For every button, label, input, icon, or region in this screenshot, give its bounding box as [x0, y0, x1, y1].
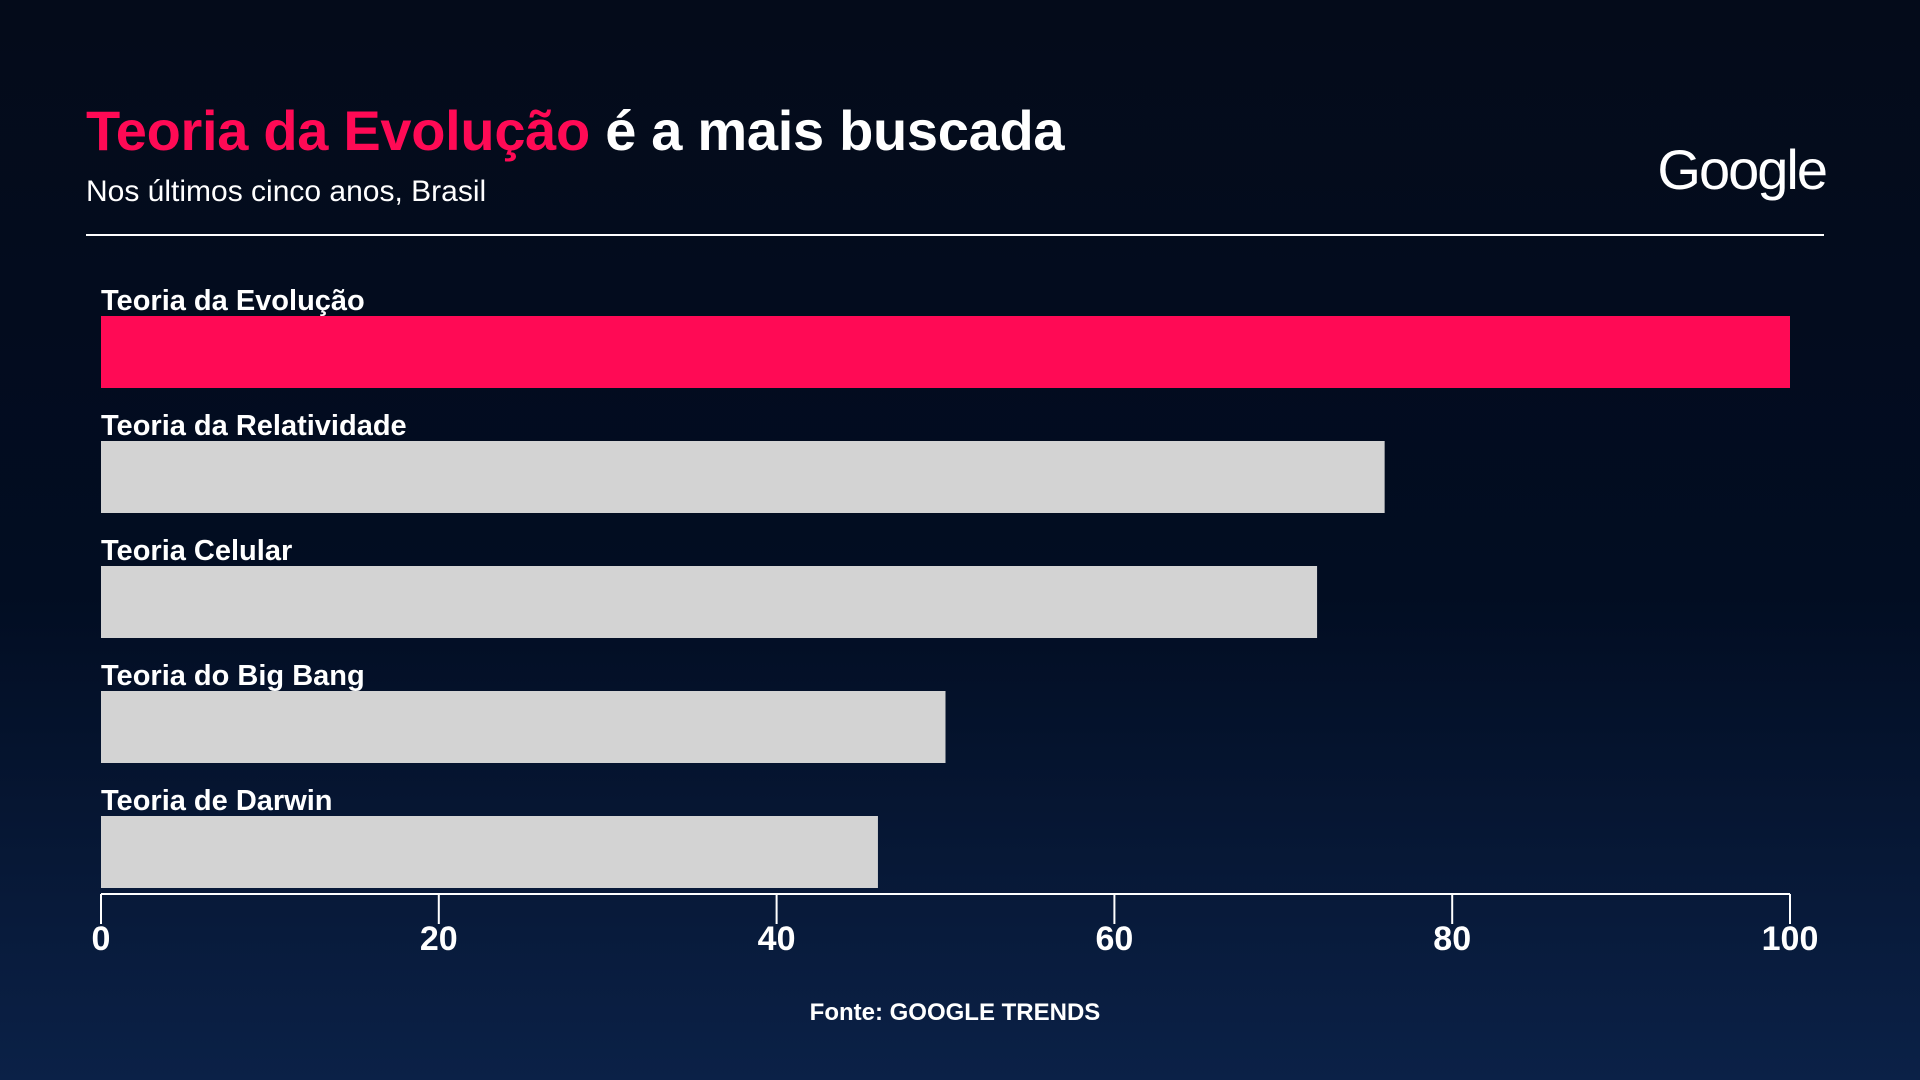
bar: [101, 316, 1790, 388]
bar: [101, 566, 1318, 638]
bar: [101, 816, 878, 888]
chart-title: Teoria da Evolução é a mais buscada: [86, 96, 1065, 166]
bar-chart: Teoria da Evolução Teoria da Relatividade…: [92, 285, 1819, 958]
bar: [101, 441, 1385, 513]
category-label: Teoria de Darwin: [101, 785, 333, 817]
x-tick-label: 0: [92, 920, 111, 958]
x-tick-label: 20: [420, 920, 458, 958]
x-tick-label: 100: [1762, 920, 1819, 958]
category-label: Teoria do Big Bang: [101, 660, 365, 692]
google-logo-text: Google: [1657, 138, 1828, 201]
source-note: Fonte: GOOGLE TRENDS: [809, 999, 1101, 1026]
header-divider: [86, 234, 1824, 236]
x-tick-label: 80: [1433, 920, 1471, 958]
x-tick-label: 60: [1095, 920, 1133, 958]
x-tick-label: 40: [758, 920, 796, 958]
google-logo: Google: [1656, 134, 1828, 206]
chart-title-highlight: Teoria da Evolução: [86, 99, 590, 162]
bar: [101, 691, 946, 763]
category-label: Teoria da Evolução: [101, 285, 365, 317]
chart-title-rest: é a mais buscada: [589, 99, 1065, 162]
category-label: Teoria Celular: [101, 535, 292, 567]
category-label: Teoria da Relatividade: [101, 410, 407, 442]
chart-subtitle: Nos últimos cinco anos, Brasil: [86, 175, 487, 208]
